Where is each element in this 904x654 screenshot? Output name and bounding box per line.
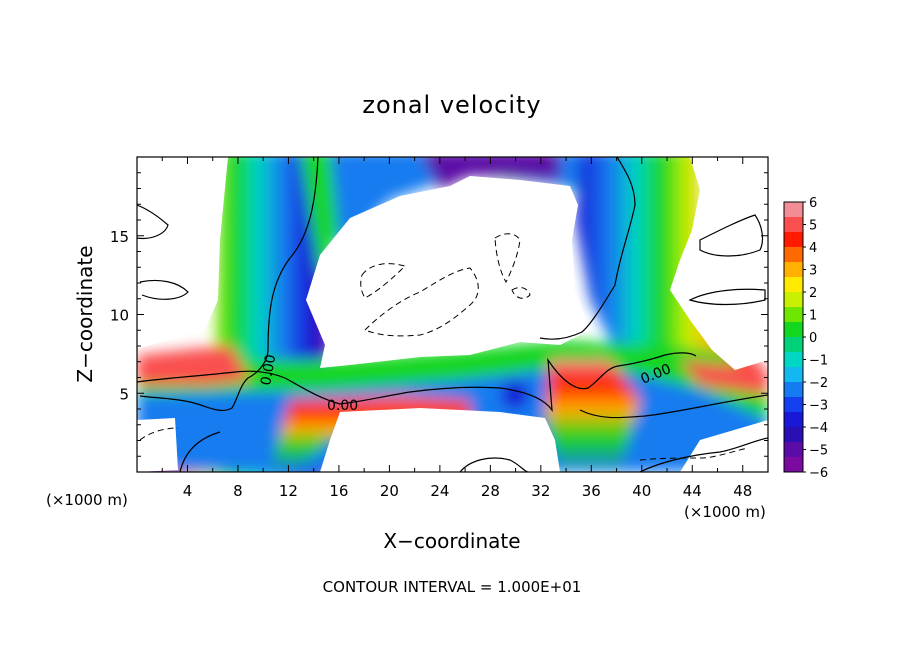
contour-bottom-right [639,437,768,472]
colorbar-swatch [784,232,803,248]
colorbar-tick-label: −5 [809,444,828,459]
x-tick-label: 36 [582,482,601,500]
colorbar-swatch [784,352,803,368]
y-tick-label: 15 [110,228,129,246]
field-left-warm [137,345,250,385]
contour-label: 0.00 [258,353,279,386]
contour-zero-right [539,157,636,340]
colorbar-swatch [784,322,803,338]
colorbar-swatch [784,337,803,353]
contour-label: 0.00 [327,398,358,414]
colorbar-swatch [784,457,803,473]
colorbar-tick-label: 3 [809,264,817,279]
colorbar-tick-label: −4 [809,421,828,436]
field-right-edge-warm [680,360,768,395]
x-tick-label: 44 [683,482,702,500]
x-tick-label: 8 [233,482,243,500]
colorbar-swatch [784,382,803,398]
colorbar-tick-label: 2 [809,286,817,301]
contour-right-top [699,214,764,257]
y-tick-label: 5 [119,385,129,403]
colorbar-tick-label: −3 [809,399,828,414]
contour-dashed-low-right [639,447,749,461]
colorbar-tick-label: 1 [809,309,817,324]
field-top-purple [423,157,560,190]
contour-dashed-d [511,287,531,299]
white-core [306,176,590,368]
x-unit-right: (×1000 m) [684,503,766,521]
colorbar-swatch [784,262,803,278]
colorbar-swatch [784,427,803,443]
x-tick-label: 40 [632,482,651,500]
white-lower-left [137,418,178,472]
colorbar-swatch [784,217,803,233]
contour-dashed-a [360,263,406,299]
x-tick-label: 32 [531,482,550,500]
y-axis: 5 10 15 [110,172,768,457]
colorbar-tick-label: 4 [809,241,817,256]
contour-bottom-mid [459,457,529,472]
y-axis-label: Z−coordinate [73,245,97,382]
contour-zero-low [137,352,697,413]
contour-right-top-b [688,288,766,306]
x-unit-left: (×1000 m) [46,491,128,509]
contour-dashed-c [494,233,521,284]
contour-dashed-b [364,267,479,337]
contour-low-right [579,394,768,419]
colorbar-swatch [784,442,803,458]
white-upper-right [670,157,768,370]
contour-dashed-low-left [139,427,179,441]
colorbar-tick-label: −6 [809,466,828,481]
colorbar-tick-label: 5 [809,219,817,234]
field-blob-blue [501,381,529,409]
field-upper-blue [330,157,598,250]
colorbar-swatch [784,307,803,323]
colorbar-swatch [784,202,803,218]
colorbar-swatch [784,292,803,308]
chart-title: zonal velocity [362,91,541,119]
x-axis: 4 8 12 16 20 24 28 32 36 40 44 48 [161,157,752,500]
colorbar-swatch [784,412,803,428]
contour-lines [137,157,768,472]
colorbar-tick-label: −2 [809,376,828,391]
colorbar-tick-label: 0 [809,331,817,346]
contour-interval: CONTOUR INTERVAL = 1.000E+01 [323,578,582,596]
contour-left-top-b [139,279,189,300]
colorbar-tick-label: 6 [809,196,817,211]
colorbar-swatch [784,277,803,293]
x-tick-label: 12 [279,482,298,500]
color-field [137,157,768,472]
x-tick-label: 48 [733,482,752,500]
x-tick-label: 24 [430,482,449,500]
white-upper-left [137,157,228,348]
x-tick-label: 28 [481,482,500,500]
contour-dashed [139,233,749,461]
colorbar: 6 5 4 3 2 1 0 −1 −2 −3 −4 −5 −6 [783,196,828,481]
contour-left-top-a [137,204,169,240]
y-tick-label: 10 [110,307,129,325]
x-tick-label: 4 [183,482,193,500]
contour-zero-left [139,157,319,412]
colorbar-swatch [784,247,803,263]
x-axis-label: X−coordinate [383,529,520,553]
colorbar-swatch [784,367,803,383]
x-tick-label: 20 [380,482,399,500]
field-right-warm [545,360,640,472]
white-lower-mid [320,408,560,472]
x-tick-label: 16 [329,482,348,500]
colorbar-tick-label: −1 [809,354,828,369]
contour-bottom-left [179,431,221,472]
white-lower-right [680,420,768,472]
colorbar-swatch [784,397,803,413]
